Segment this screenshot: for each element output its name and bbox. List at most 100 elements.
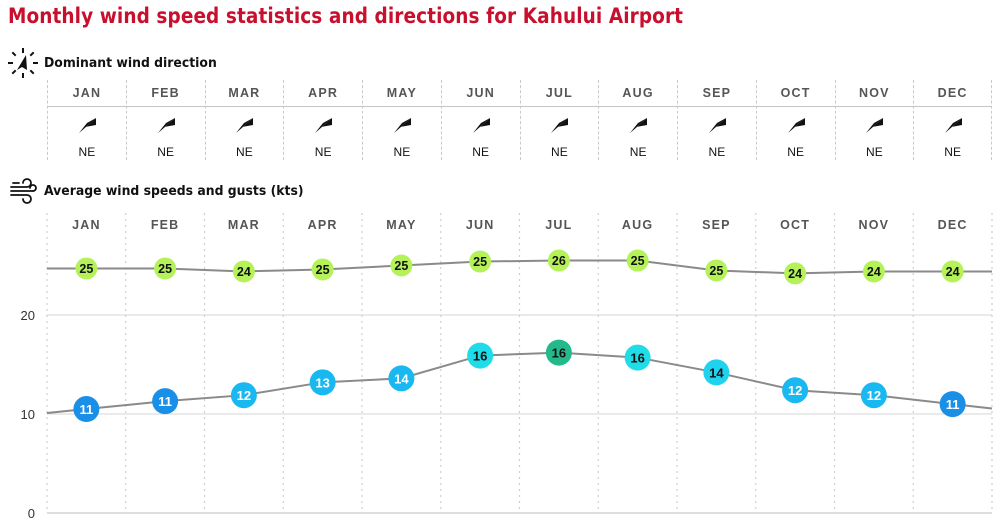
wind-direction-arrow-icon: [472, 118, 490, 133]
month-label: JUL: [545, 86, 573, 100]
month-label: SEP: [702, 86, 732, 100]
speed-section-label: Average wind speeds and gusts (kts): [44, 183, 304, 199]
gust-marker-jul[interactable]: 26: [547, 249, 570, 272]
direction-cell-nov: NOV NE: [834, 80, 914, 160]
direction-value: NE: [787, 145, 804, 159]
month-label: OCT: [780, 218, 810, 232]
gust-marker-dec[interactable]: 24: [941, 260, 964, 283]
month-label: MAY: [386, 86, 417, 100]
gust-marker-oct[interactable]: 24: [784, 262, 807, 285]
month-label: MAR: [228, 86, 261, 100]
month-label: AUG: [622, 86, 654, 100]
month-label: NOV: [859, 86, 890, 100]
direction-section-label: Dominant wind direction: [44, 55, 217, 71]
svg-text:25: 25: [79, 262, 93, 276]
direction-cell-mar: MAR NE: [204, 80, 284, 160]
gust-marker-sep[interactable]: 25: [705, 259, 728, 282]
svg-text:25: 25: [473, 255, 487, 269]
gust-marker-aug[interactable]: 25: [626, 249, 649, 272]
direction-value: NE: [236, 145, 253, 159]
direction-cell-sep: SEP NE: [677, 80, 756, 160]
speed-section-header: Average wind speeds and gusts (kts): [8, 176, 326, 206]
wind-marker-sep[interactable]: 14: [703, 359, 730, 386]
svg-text:12: 12: [788, 383, 802, 398]
svg-text:16: 16: [473, 349, 487, 364]
gust-marker-jan[interactable]: 25: [75, 257, 98, 280]
month-label: NOV: [859, 218, 890, 232]
y-tick-label: 0: [28, 506, 35, 521]
direction-cell-dec: DEC NE: [913, 80, 992, 160]
direction-value: NE: [551, 145, 568, 159]
wind-direction-arrow-icon: [157, 118, 175, 133]
wind-marker-apr[interactable]: 13: [309, 369, 336, 396]
direction-value: NE: [944, 145, 961, 159]
svg-text:13: 13: [315, 375, 329, 390]
svg-text:25: 25: [316, 263, 330, 277]
wind-marker-aug[interactable]: 16: [624, 344, 651, 371]
svg-text:24: 24: [237, 265, 251, 279]
direction-cell-jan: JAN NE: [47, 80, 126, 160]
direction-cell-feb: FEB NE: [125, 80, 205, 160]
wind-direction-arrow-icon: [551, 118, 569, 133]
svg-text:26: 26: [552, 254, 566, 268]
direction-cell-apr: APR NE: [283, 80, 362, 160]
compass-arrow-icon: [8, 48, 38, 78]
direction-value: NE: [314, 145, 332, 159]
month-label: DEC: [937, 86, 968, 100]
direction-section-header: Dominant wind direction: [8, 48, 232, 78]
wind-marker-may[interactable]: 14: [388, 365, 415, 392]
wind-direction-arrow-icon: [393, 118, 411, 133]
wind-speed-chart: 0 10 20 JAN FEB MAR APR MAY JUN JUL AUG SEP OCT NOV DE…: [0, 205, 1004, 527]
gust-marker-mar[interactable]: 24: [232, 260, 255, 283]
month-label: SEP: [702, 218, 731, 232]
direction-value: NE: [78, 145, 96, 159]
direction-value: NE: [708, 145, 726, 159]
svg-text:14: 14: [394, 371, 409, 386]
wind-marker-nov[interactable]: 12: [860, 382, 887, 409]
svg-text:11: 11: [80, 402, 94, 417]
wind-marker-feb[interactable]: 11: [152, 388, 179, 415]
svg-text:12: 12: [237, 388, 251, 403]
wind-direction-arrow-icon: [787, 118, 805, 133]
wind-icon: [8, 176, 38, 206]
svg-text:16: 16: [630, 351, 644, 366]
wind-marker-jan[interactable]: 11: [73, 396, 100, 423]
month-label: JUN: [466, 218, 495, 232]
wind-line: [46, 351, 993, 415]
direction-grid: JAN NE FEB NE MAR NE APR NE MAY NE JUN NE JUL NE AUG NE…: [47, 80, 992, 160]
wind-direction-arrow-icon: [236, 118, 254, 133]
svg-text:24: 24: [867, 265, 881, 279]
svg-text:11: 11: [946, 397, 960, 412]
gust-marker-apr[interactable]: 25: [311, 258, 334, 281]
svg-text:24: 24: [946, 265, 960, 279]
gust-line: [47, 259, 992, 275]
gust-marker-jun[interactable]: 25: [469, 250, 492, 273]
direction-value: NE: [472, 145, 489, 159]
wind-direction-arrow-icon: [866, 118, 884, 133]
month-label: APR: [308, 218, 338, 232]
wind-marker-dec[interactable]: 11: [939, 391, 966, 418]
gust-marker-may[interactable]: 25: [390, 254, 413, 277]
month-label: FEB: [151, 86, 180, 100]
direction-cell-jun: JUN NE: [440, 80, 520, 160]
direction-cell-jul: JUL NE: [519, 80, 599, 160]
month-label: JUL: [545, 218, 572, 232]
month-label: MAY: [386, 218, 416, 232]
svg-text:11: 11: [158, 394, 172, 409]
wind-marker-oct[interactable]: 12: [782, 377, 809, 404]
svg-text:14: 14: [709, 365, 724, 380]
gust-marker-nov[interactable]: 24: [862, 260, 885, 283]
month-label: OCT: [780, 86, 811, 100]
wind-marker-jun[interactable]: 16: [467, 342, 494, 369]
svg-text:12: 12: [867, 388, 881, 403]
direction-cell-may: MAY NE: [362, 80, 441, 160]
wind-marker-jul[interactable]: 16: [545, 339, 572, 366]
svg-text:25: 25: [394, 259, 408, 273]
direction-cell-oct: OCT NE: [755, 80, 835, 160]
direction-value: NE: [866, 145, 883, 159]
direction-value: NE: [157, 145, 174, 159]
wind-marker-mar[interactable]: 12: [230, 382, 257, 409]
page-title: Monthly wind speed statistics and direct…: [8, 4, 684, 28]
gust-marker-feb[interactable]: 25: [154, 257, 177, 280]
direction-value: NE: [393, 145, 411, 159]
